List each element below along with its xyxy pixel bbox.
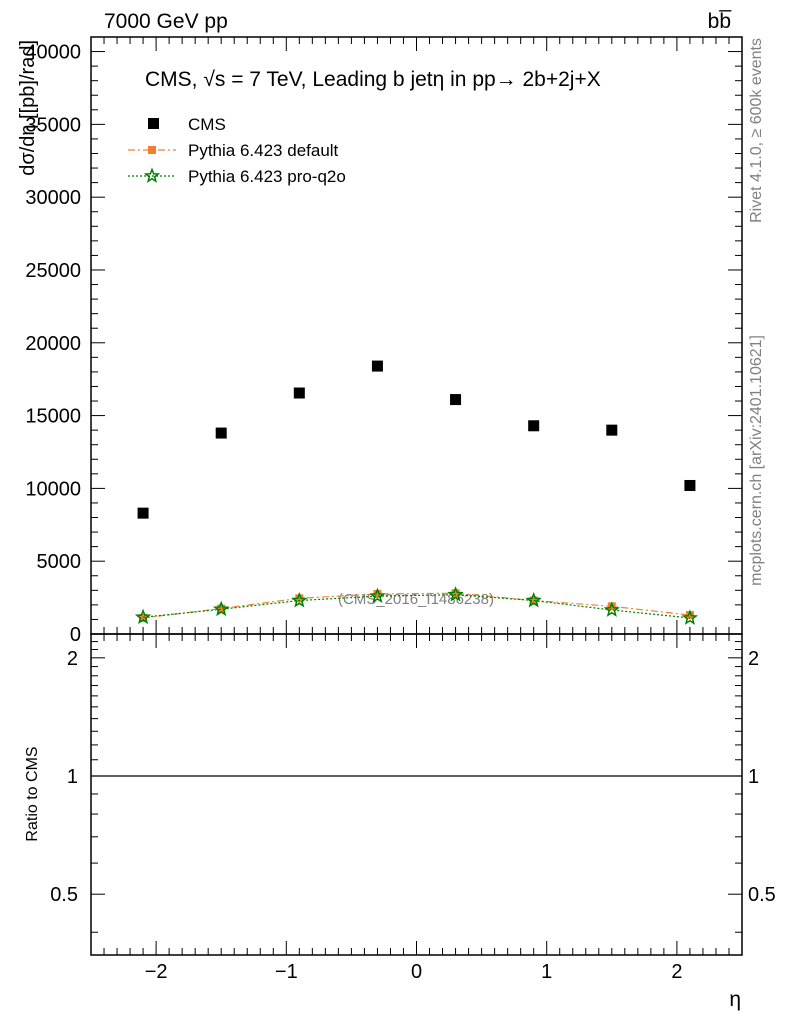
x-tick-label: 1 (541, 961, 552, 983)
data-point (371, 360, 383, 372)
header-right: bb̅ (708, 10, 733, 33)
data-point (373, 589, 382, 598)
data-point (681, 609, 699, 625)
data-point (295, 594, 304, 603)
y-tick-label: 10000 (25, 478, 81, 500)
x-tick-label: 2 (671, 961, 682, 983)
y-tick-label: 15000 (25, 406, 81, 428)
data-point (293, 387, 305, 399)
data-point (606, 424, 618, 436)
data-point (450, 394, 462, 406)
data-point (137, 507, 149, 519)
legend-label-pythia-default: Pythia 6.423 default (188, 141, 339, 160)
data-series (134, 360, 699, 625)
data-point (139, 613, 148, 622)
y-tick-label: 20000 (25, 333, 81, 355)
ratio-plot-frame (90, 633, 743, 956)
x-tick-label: −1 (275, 961, 298, 983)
legend-label-pythia-pro-q2o: Pythia 6.423 pro-q2o (188, 167, 346, 186)
data-point (603, 601, 620, 617)
x-tick-label: 0 (411, 961, 422, 983)
data-point (529, 596, 538, 605)
x-tick-label: −2 (145, 961, 168, 983)
ratio-tick-label-right: 2 (748, 648, 759, 670)
legend: CMS Pythia 6.423 default Pythia 6.423 pr… (128, 115, 346, 186)
legend-star (143, 167, 161, 183)
mcplots-label: mcplots.cern.ch [arXiv:2401.10621] (748, 335, 765, 586)
data-point (685, 611, 694, 620)
series-2 (134, 586, 699, 625)
y-tick-label: 40000 (25, 42, 81, 64)
ratio-tick-label-left: 1 (67, 766, 78, 788)
header-left: 7000 GeV pp (104, 10, 228, 33)
data-point (528, 420, 540, 432)
rivet-label: Rivet 4.1.0, ≥ 600k events (748, 38, 765, 223)
tick-labels: −2 −1 0 1 2050001000015000200002500030000350… (25, 42, 775, 983)
y-tick-label: 25000 (25, 260, 81, 282)
data-point (215, 427, 227, 439)
x-axis-label: η (729, 988, 741, 1011)
data-point (447, 586, 464, 602)
series-1 (139, 589, 694, 622)
y-tick-label: 35000 (25, 114, 81, 136)
data-point (134, 608, 152, 625)
data-point (607, 602, 616, 611)
series-line (143, 594, 690, 619)
y-tick-label: 5000 (37, 551, 82, 573)
y-tick-label: 0 (70, 624, 81, 646)
y-tick-label: 30000 (25, 187, 81, 209)
series-0 (137, 360, 696, 519)
ratio-tick-label-right: 1 (748, 766, 759, 788)
series-line (143, 592, 690, 619)
legend-label-cms: CMS (188, 115, 226, 134)
chart-title: CMS, √s = 7 TeV, Leading b jetη in pp→ 2… (145, 68, 601, 91)
legend-marker-cms (148, 118, 159, 129)
data-point (369, 587, 386, 604)
data-point (213, 600, 230, 617)
data-point (217, 604, 226, 613)
legend-square (148, 146, 156, 154)
legend-square (148, 118, 159, 129)
ratio-tick-label-left: 2 (67, 648, 78, 670)
ratio-tick-label-right: 0.5 (748, 884, 776, 906)
ratio-tick-label-left: 0.5 (50, 884, 78, 906)
y-axis-label: dσ/dη [[pb]/rad] (17, 40, 39, 176)
data-point (451, 589, 460, 598)
ratio-y-axis-label: Ratio to CMS (24, 746, 41, 841)
data-point (525, 591, 542, 608)
data-point (291, 591, 308, 608)
legend-marker-pythia-pro-q2o (128, 167, 176, 183)
legend-marker-pythia-default (128, 146, 176, 154)
data-point (684, 479, 696, 491)
axis-ticks (91, 36, 742, 955)
